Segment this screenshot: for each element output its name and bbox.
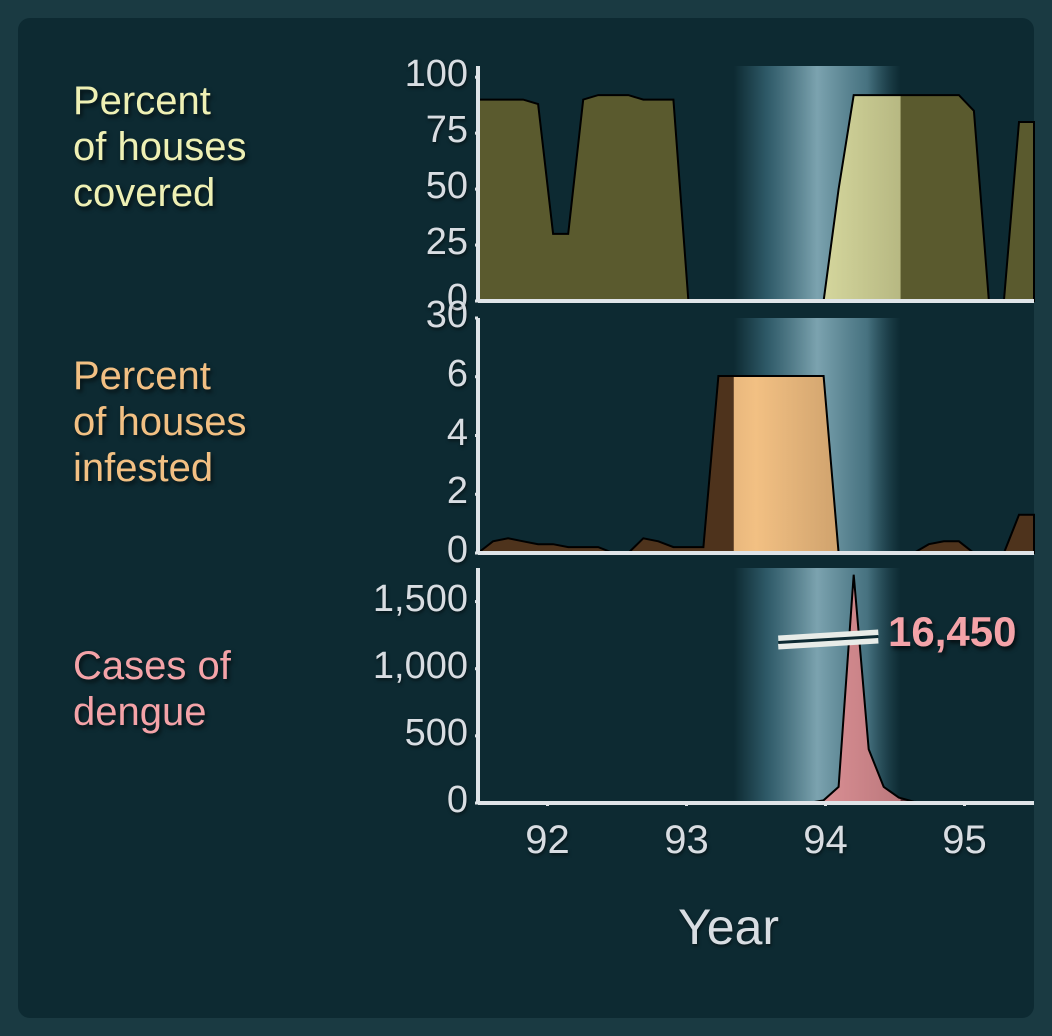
dengue-peak-callout: 16,450 bbox=[888, 608, 1016, 656]
ytick-infested-30: 30 bbox=[348, 294, 468, 337]
ytick-dengue-500: 500 bbox=[348, 712, 468, 755]
chart-panel: Percentof housescovered Percentof houses… bbox=[18, 18, 1034, 1018]
ytick-covered-100: 100 bbox=[348, 53, 468, 96]
label-infested: Percentof housesinfested bbox=[73, 353, 246, 491]
x-tick-92: 92 bbox=[518, 818, 578, 863]
ytick-covered-50: 50 bbox=[348, 165, 468, 208]
ytick-covered-25: 25 bbox=[348, 221, 468, 264]
ytick-infested-2: 2 bbox=[348, 470, 468, 513]
chart-covered bbox=[475, 63, 1037, 304]
ytick-dengue-1500: 1,500 bbox=[348, 578, 468, 621]
ytick-infested-4: 4 bbox=[348, 412, 468, 455]
ytick-infested-6: 6 bbox=[348, 353, 468, 396]
x-tick-93: 93 bbox=[657, 818, 717, 863]
x-tick-95: 95 bbox=[935, 818, 995, 863]
ytick-infested-0: 0 bbox=[348, 529, 468, 572]
ytick-dengue-0: 0 bbox=[348, 779, 468, 822]
ytick-dengue-1000: 1,000 bbox=[348, 645, 468, 688]
x-axis-title: Year bbox=[678, 898, 779, 956]
x-tick-94: 94 bbox=[796, 818, 856, 863]
label-covered: Percentof housescovered bbox=[73, 78, 246, 216]
chart-dengue bbox=[475, 565, 1037, 806]
label-dengue: Cases ofdengue bbox=[73, 643, 231, 735]
ytick-covered-75: 75 bbox=[348, 109, 468, 152]
chart-infested bbox=[475, 315, 1037, 556]
